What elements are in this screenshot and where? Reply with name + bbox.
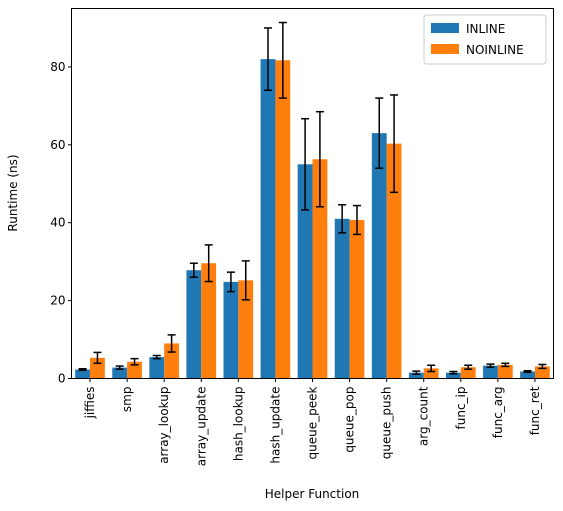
x-tick-label: func_arg xyxy=(491,387,505,439)
legend-label-noinline: NOINLINE xyxy=(466,43,524,57)
error-bar-noinline-jiffies xyxy=(93,351,102,365)
error-bar-inline-func-ip xyxy=(449,370,458,375)
error-bar-noinline-array-lookup xyxy=(167,334,176,353)
bar-noinline-smp xyxy=(127,361,142,379)
error-bar-noinline-array-update xyxy=(204,244,213,283)
error-bar-noinline-smp xyxy=(130,357,139,366)
y-tick-label: 40 xyxy=(50,216,65,230)
x-tick-label: hash_update xyxy=(268,387,282,464)
x-tick-label: array_update xyxy=(194,387,208,467)
error-bar-inline-func-arg xyxy=(486,363,495,368)
error-bar-inline-arg-count xyxy=(412,370,421,375)
bar-noinline-hash-lookup xyxy=(238,280,254,379)
bar-inline-hash-lookup xyxy=(223,281,239,379)
error-bar-noinline-queue-peek xyxy=(315,110,324,208)
bar-inline-func-arg xyxy=(483,365,498,379)
bar-noinline-queue-peek xyxy=(312,159,328,379)
bar-inline-queue-push xyxy=(371,133,387,379)
x-tick-label: func_ret xyxy=(528,386,542,435)
error-bar-inline-hash-lookup xyxy=(226,271,235,293)
bar-inline-array-update xyxy=(186,270,202,379)
error-bar-inline-func-ret xyxy=(523,369,532,374)
error-bar-noinline-func-arg xyxy=(501,362,510,368)
x-axis-ticks: jiffies smp array_lookup array_update hash_l… xyxy=(83,378,542,467)
bar-noinline-arg-count xyxy=(423,368,439,379)
error-bar-noinline-func-ret xyxy=(538,363,547,370)
error-bar-noinline-queue-push xyxy=(390,94,399,194)
x-tick-label: hash_lookup xyxy=(231,387,245,462)
error-bar-inline-jiffies xyxy=(78,368,87,372)
error-bar-noinline-hash-update xyxy=(278,21,287,99)
error-bar-inline-hash-update xyxy=(264,27,273,92)
error-bar-inline-queue-push xyxy=(375,97,384,169)
legend-swatch-noinline xyxy=(431,44,459,54)
legend: INLINE NOINLINE xyxy=(423,14,547,65)
bar-inline-arg-count xyxy=(408,372,424,379)
bar-inline-queue-peek xyxy=(297,164,313,379)
error-bar-inline-array-lookup xyxy=(152,354,161,360)
y-tick-label: 20 xyxy=(50,294,65,308)
y-tick-label: 0 xyxy=(58,372,66,386)
x-tick-label: func_ip xyxy=(454,387,468,430)
x-tick-label: queue_pop xyxy=(343,387,357,453)
y-tick-label: 80 xyxy=(50,60,65,74)
error-bar-inline-queue-pop xyxy=(338,204,347,234)
y-tick-label: 60 xyxy=(50,138,65,152)
error-bar-inline-array-update xyxy=(189,262,198,278)
legend-swatch-inline xyxy=(431,23,459,33)
bar-inline-hash-update xyxy=(260,59,276,379)
error-bar-inline-queue-peek xyxy=(301,117,310,211)
bar-inline-func-ret xyxy=(520,371,535,379)
bar-noinline-hash-update xyxy=(275,60,291,379)
error-bar-inline-smp xyxy=(115,365,124,370)
bar-inline-smp xyxy=(112,367,128,379)
x-tick-label: queue_push xyxy=(380,387,394,460)
x-tick-label: array_lookup xyxy=(157,387,171,464)
x-axis-label: Helper Function xyxy=(265,487,360,501)
bar-noinline-func-ip xyxy=(460,367,476,379)
bars-layer xyxy=(75,59,550,379)
error-bar-noinline-func-ip xyxy=(464,364,473,370)
x-tick-label: arg_count xyxy=(417,386,431,446)
bar-inline-jiffies xyxy=(75,369,91,379)
error-bar-noinline-queue-pop xyxy=(352,204,361,236)
y-axis-label: Runtime (ns) xyxy=(6,154,20,231)
x-tick-label: smp xyxy=(120,387,134,413)
bar-noinline-array-update xyxy=(201,263,217,379)
y-axis-ticks: 0 20 40 60 80 xyxy=(50,60,72,386)
error-bar-noinline-hash-lookup xyxy=(241,260,250,301)
plot-frame xyxy=(71,8,554,379)
bar-inline-func-ip xyxy=(445,372,461,379)
bar-inline-queue-pop xyxy=(334,218,350,379)
bar-inline-array-lookup xyxy=(149,357,165,379)
error-bar-noinline-arg-count xyxy=(427,364,436,373)
error-bars-layer xyxy=(78,21,547,375)
bar-noinline-queue-push xyxy=(386,143,402,379)
bar-noinline-func-arg xyxy=(497,364,513,379)
bar-noinline-func-ret xyxy=(534,366,550,379)
x-tick-label: queue_peek xyxy=(306,386,320,459)
bar-noinline-queue-pop xyxy=(349,219,365,379)
x-tick-label: jiffies xyxy=(83,387,97,420)
legend-label-inline: INLINE xyxy=(466,22,505,36)
